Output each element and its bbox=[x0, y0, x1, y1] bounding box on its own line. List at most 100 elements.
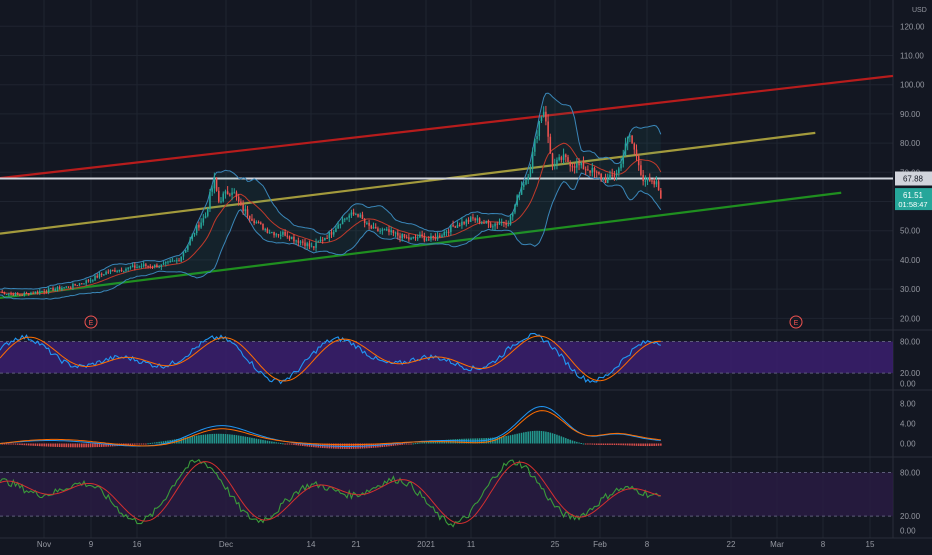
candle-body bbox=[273, 232, 275, 236]
time-axis-label: 9 bbox=[89, 540, 94, 549]
macd-histogram-bar bbox=[390, 443, 392, 447]
candle-body bbox=[465, 219, 468, 224]
candle-body bbox=[34, 291, 37, 294]
candle-body bbox=[160, 264, 163, 267]
candle-body bbox=[268, 232, 271, 234]
candle-body bbox=[388, 229, 390, 233]
candle-body bbox=[348, 215, 350, 218]
candle-body bbox=[624, 143, 627, 157]
olive-channel-mid[interactable] bbox=[0, 131, 816, 235]
candle-body bbox=[187, 245, 189, 250]
macd-histogram-bar bbox=[414, 443, 417, 445]
candle-body bbox=[481, 222, 483, 224]
macd-histogram-bar bbox=[600, 443, 602, 445]
green-channel-low[interactable] bbox=[0, 191, 842, 299]
macd-histogram-bar bbox=[189, 436, 191, 444]
macd-histogram-bar bbox=[408, 443, 410, 445]
macd-histogram-bar bbox=[222, 433, 224, 444]
candle-body bbox=[118, 269, 121, 272]
macd-histogram-bar bbox=[140, 443, 143, 445]
candle-body bbox=[191, 234, 194, 240]
candle-body bbox=[76, 285, 79, 287]
candle-body bbox=[96, 275, 99, 278]
macd-histogram-bar bbox=[45, 443, 48, 447]
macd-histogram-bar bbox=[92, 443, 94, 448]
candle-body bbox=[304, 242, 306, 246]
macd-histogram-bar bbox=[151, 442, 154, 444]
macd-histogram-bar bbox=[618, 443, 620, 446]
candle-body bbox=[50, 287, 52, 289]
candle-body bbox=[525, 180, 527, 185]
time-axis-label: 22 bbox=[727, 540, 736, 549]
earnings-marker-icon bbox=[84, 315, 98, 329]
candle-body bbox=[81, 283, 83, 285]
candle-body bbox=[36, 291, 39, 293]
macd-histogram-bar bbox=[290, 443, 293, 445]
bollinger-upper bbox=[0, 92, 662, 290]
candle-body bbox=[587, 169, 589, 171]
candle-body bbox=[399, 235, 401, 239]
macd-histogram-bar bbox=[156, 442, 158, 444]
trend-lines[interactable] bbox=[0, 74, 894, 299]
indicator-series bbox=[0, 333, 662, 528]
macd-histogram-bar bbox=[184, 437, 187, 444]
candle-body bbox=[255, 222, 258, 224]
candle-body bbox=[242, 204, 244, 212]
candle-body bbox=[425, 239, 428, 241]
candle-body bbox=[226, 191, 229, 195]
candle-body bbox=[516, 195, 518, 206]
macd-histogram-bar bbox=[403, 443, 406, 445]
candle-body bbox=[244, 209, 247, 212]
earnings-marker-label: E bbox=[794, 320, 799, 327]
macd-histogram-bar bbox=[587, 443, 589, 445]
candle-body bbox=[542, 111, 545, 117]
candle-body bbox=[94, 275, 96, 281]
macd-histogram-bar bbox=[505, 436, 507, 444]
candle-body bbox=[483, 222, 485, 224]
indicator-tick-label: 8.00 bbox=[900, 400, 916, 409]
macd-histogram-bar bbox=[69, 443, 72, 448]
macd-histogram-bar bbox=[401, 443, 404, 445]
candle-body bbox=[253, 220, 255, 224]
candle-body bbox=[151, 266, 154, 268]
candle-body bbox=[195, 224, 198, 234]
candle-body bbox=[531, 151, 534, 168]
candle-body bbox=[534, 138, 536, 152]
macd-histogram-bar bbox=[271, 441, 273, 444]
macd-histogram-bar bbox=[551, 433, 554, 444]
candle-body bbox=[114, 270, 116, 272]
candle-body bbox=[1, 292, 3, 294]
macd-histogram-bar bbox=[637, 443, 640, 446]
macd-histogram-bar bbox=[50, 443, 52, 447]
macd-histogram-bar bbox=[268, 441, 271, 444]
candle-body bbox=[472, 217, 474, 219]
macd-histogram-bar bbox=[485, 438, 487, 444]
macd-histogram-bar bbox=[63, 443, 65, 448]
candle-body bbox=[558, 157, 560, 160]
candle-body bbox=[176, 260, 178, 262]
macd-histogram-bar bbox=[193, 435, 196, 444]
candle-body bbox=[383, 229, 386, 231]
candle-body bbox=[122, 270, 125, 272]
macd-histogram-bar bbox=[134, 443, 136, 445]
macd-histogram-bar bbox=[556, 434, 558, 444]
candle-body bbox=[184, 249, 187, 253]
candle-body bbox=[142, 264, 145, 267]
red-channel-top[interactable] bbox=[0, 74, 894, 180]
candle-body bbox=[220, 201, 222, 203]
indicator-tick-label: 0.00 bbox=[900, 527, 916, 536]
time-axis-label: Mar bbox=[770, 540, 784, 549]
macd-histogram-bar bbox=[12, 443, 15, 445]
macd-histogram-bar bbox=[279, 442, 282, 444]
candle-body bbox=[120, 269, 123, 272]
macd-histogram-bar bbox=[251, 437, 253, 444]
macd-histogram-bar bbox=[103, 443, 105, 447]
macd-histogram-bar bbox=[520, 432, 523, 444]
macd-histogram-bar bbox=[182, 437, 185, 444]
candle-body bbox=[58, 286, 61, 290]
candle-body bbox=[328, 232, 331, 239]
candle-body bbox=[275, 234, 278, 236]
macd-histogram-bar bbox=[399, 443, 401, 446]
